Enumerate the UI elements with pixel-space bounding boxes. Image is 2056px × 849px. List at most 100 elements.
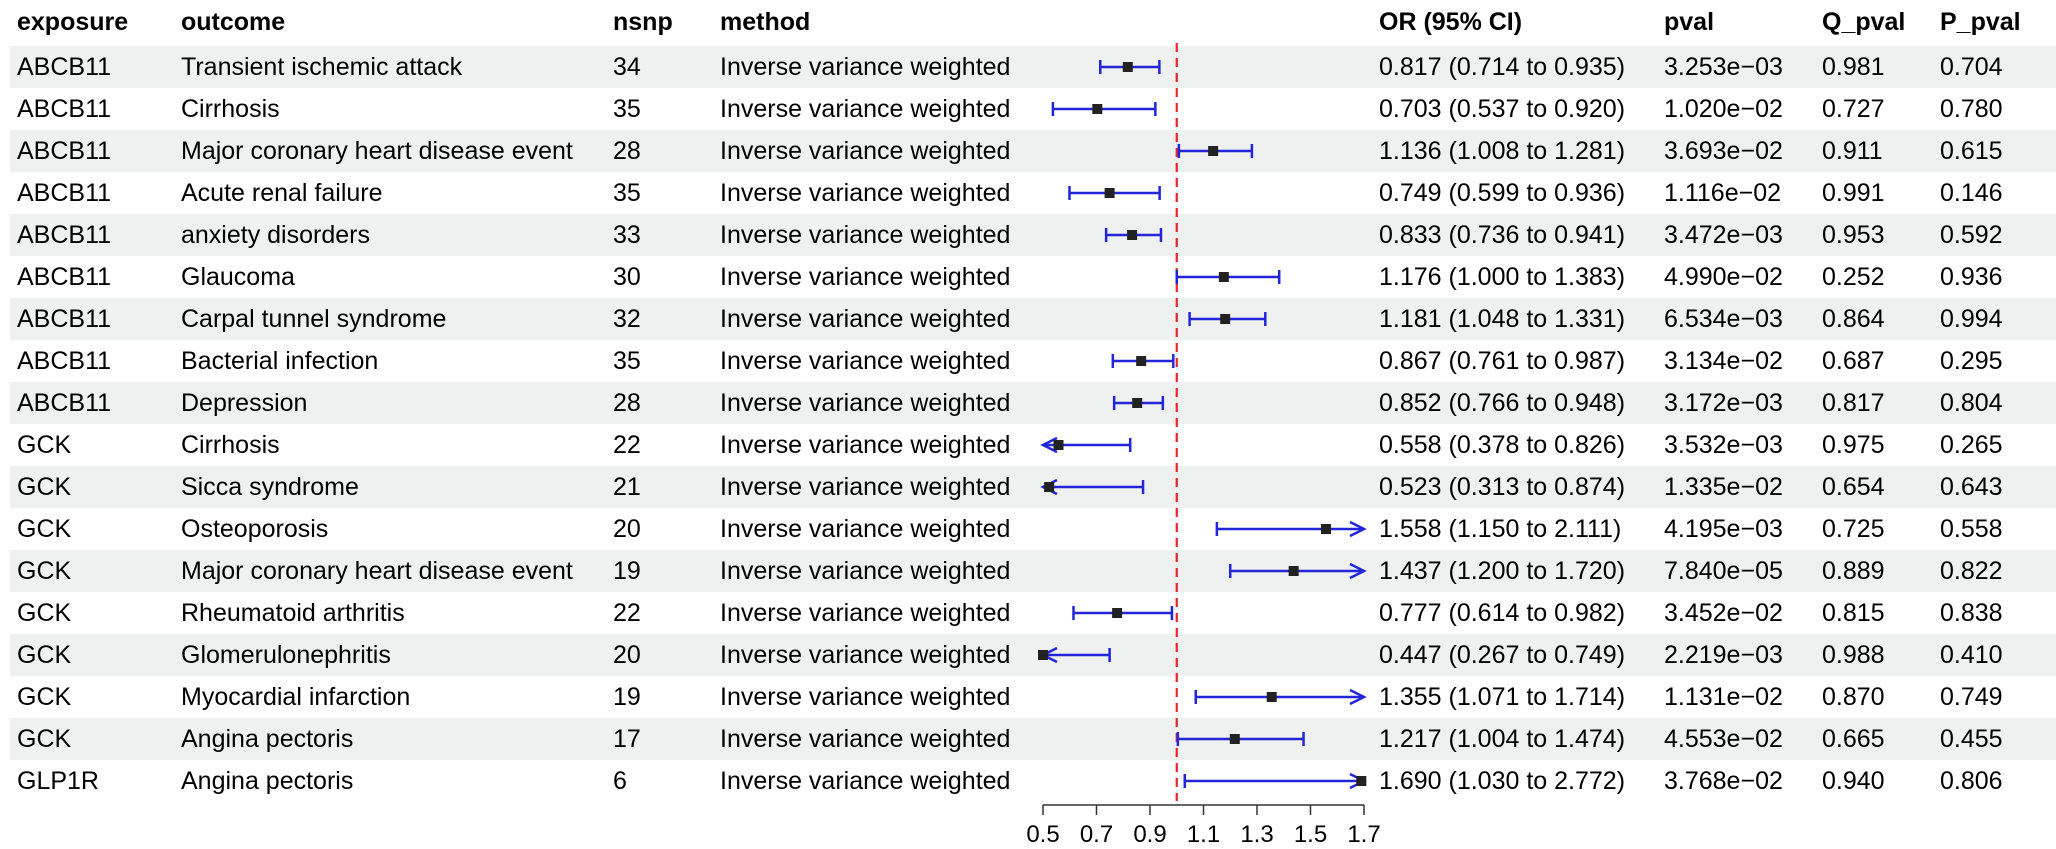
ci-arrow-right [1349, 562, 1367, 580]
cell-outcome: Cirrhosis [181, 431, 280, 459]
cell-outcome: Sicca syndrome [181, 473, 359, 501]
cell-or-ci: 0.777 (0.614 to 0.982) [1379, 599, 1626, 627]
cell-or-ci: 0.833 (0.736 to 0.941) [1379, 221, 1626, 249]
cell-q-pval: 0.953 [1822, 221, 1885, 249]
row-band [10, 550, 2056, 592]
cell-outcome: Rheumatoid arthritis [181, 599, 405, 627]
cell-p-pval: 0.822 [1940, 557, 2003, 585]
cell-method: Inverse variance weighted [720, 683, 1011, 711]
cell-q-pval: 0.940 [1822, 767, 1885, 795]
cell-nsnp: 28 [613, 137, 641, 165]
cell-or-ci: 0.558 (0.378 to 0.826) [1379, 431, 1626, 459]
cell-nsnp: 20 [613, 515, 641, 543]
cell-p-pval: 0.455 [1940, 725, 2003, 753]
row-band [10, 298, 2056, 340]
point-estimate [1220, 314, 1231, 324]
cell-method: Inverse variance weighted [720, 263, 1011, 291]
cell-or-ci: 1.690 (1.030 to 2.772) [1379, 767, 1626, 795]
cell-pval: 3.172e−03 [1664, 389, 1783, 417]
cell-exposure: GLP1R [17, 767, 99, 795]
cell-pval: 4.553e−02 [1664, 725, 1783, 753]
cell-p-pval: 0.410 [1940, 641, 2003, 669]
row-band [10, 718, 2056, 760]
cell-nsnp: 35 [613, 179, 641, 207]
cell-method: Inverse variance weighted [720, 347, 1011, 375]
cell-outcome: Glomerulonephritis [181, 641, 391, 669]
header-exposure: exposure [17, 8, 129, 36]
cell-q-pval: 0.727 [1822, 95, 1885, 123]
cell-pval: 7.840e−05 [1664, 557, 1783, 585]
cell-exposure: GCK [17, 557, 72, 585]
x-tick-label: 1.1 [1187, 821, 1220, 848]
point-estimate [1132, 398, 1143, 408]
cell-q-pval: 0.252 [1822, 263, 1885, 291]
cell-nsnp: 19 [613, 683, 641, 711]
cell-exposure: GCK [17, 683, 72, 711]
cell-outcome: anxiety disorders [181, 221, 370, 249]
cell-nsnp: 34 [613, 53, 641, 81]
cell-nsnp: 17 [613, 725, 641, 753]
cell-q-pval: 0.988 [1822, 641, 1885, 669]
cell-exposure: GCK [17, 641, 72, 669]
cell-exposure: ABCB11 [17, 179, 112, 207]
cell-method: Inverse variance weighted [720, 389, 1011, 417]
cell-pval: 4.195e−03 [1664, 515, 1783, 543]
cell-p-pval: 0.936 [1940, 263, 2003, 291]
cell-pval: 3.134e−02 [1664, 347, 1783, 375]
cell-q-pval: 0.991 [1822, 179, 1885, 207]
cell-pval: 1.020e−02 [1664, 95, 1783, 123]
cell-pval: 2.219e−03 [1664, 641, 1783, 669]
cell-pval: 1.116e−02 [1664, 179, 1782, 207]
point-estimate [1053, 440, 1064, 450]
cell-outcome: Angina pectoris [181, 767, 354, 795]
cell-nsnp: 19 [613, 557, 641, 585]
point-estimate [1038, 650, 1048, 660]
cell-or-ci: 1.217 (1.004 to 1.474) [1379, 725, 1626, 753]
point-estimate [1288, 566, 1299, 576]
row-band [10, 634, 2056, 676]
cell-q-pval: 0.815 [1822, 599, 1885, 627]
cell-p-pval: 0.704 [1940, 53, 2003, 81]
cell-exposure: GCK [17, 725, 72, 753]
cell-p-pval: 0.615 [1940, 137, 2003, 165]
cell-p-pval: 0.265 [1940, 431, 2003, 459]
cell-pval: 3.532e−03 [1664, 431, 1783, 459]
x-tick-label: 1.7 [1347, 821, 1380, 848]
point-estimate [1208, 146, 1219, 156]
cell-q-pval: 0.817 [1822, 389, 1885, 417]
cell-method: Inverse variance weighted [720, 431, 1011, 459]
cell-method: Inverse variance weighted [720, 473, 1011, 501]
cell-exposure: ABCB11 [17, 95, 112, 123]
point-estimate [1044, 482, 1055, 492]
cell-p-pval: 0.838 [1940, 599, 2003, 627]
cell-or-ci: 0.703 (0.537 to 0.920) [1379, 95, 1626, 123]
cell-pval: 1.335e−02 [1664, 473, 1783, 501]
cell-pval: 1.131e−02 [1664, 683, 1783, 711]
cell-outcome: Cirrhosis [181, 95, 280, 123]
cell-q-pval: 0.687 [1822, 347, 1885, 375]
cell-p-pval: 0.146 [1940, 179, 2003, 207]
point-estimate [1127, 230, 1138, 240]
ci-arrow-right [1349, 520, 1367, 538]
x-tick-label: 1.3 [1240, 821, 1273, 848]
cell-outcome: Transient ischemic attack [181, 53, 463, 81]
cell-or-ci: 0.852 (0.766 to 0.948) [1379, 389, 1626, 417]
row-band [10, 382, 2056, 424]
cell-p-pval: 0.592 [1940, 221, 2003, 249]
cell-p-pval: 0.749 [1940, 683, 2003, 711]
row-band [10, 214, 2056, 256]
cell-q-pval: 0.725 [1822, 515, 1885, 543]
point-estimate [1104, 188, 1115, 198]
cell-outcome: Myocardial infarction [181, 683, 411, 711]
x-tick-label: 0.5 [1026, 821, 1059, 848]
row-band [10, 466, 2056, 508]
cell-method: Inverse variance weighted [720, 515, 1011, 543]
point-estimate [1356, 776, 1367, 786]
cell-exposure: ABCB11 [17, 263, 112, 291]
cell-outcome: Major coronary heart disease event [181, 137, 573, 165]
point-estimate [1136, 356, 1147, 366]
cell-exposure: ABCB11 [17, 53, 112, 81]
point-estimate [1092, 104, 1103, 114]
cell-method: Inverse variance weighted [720, 221, 1011, 249]
